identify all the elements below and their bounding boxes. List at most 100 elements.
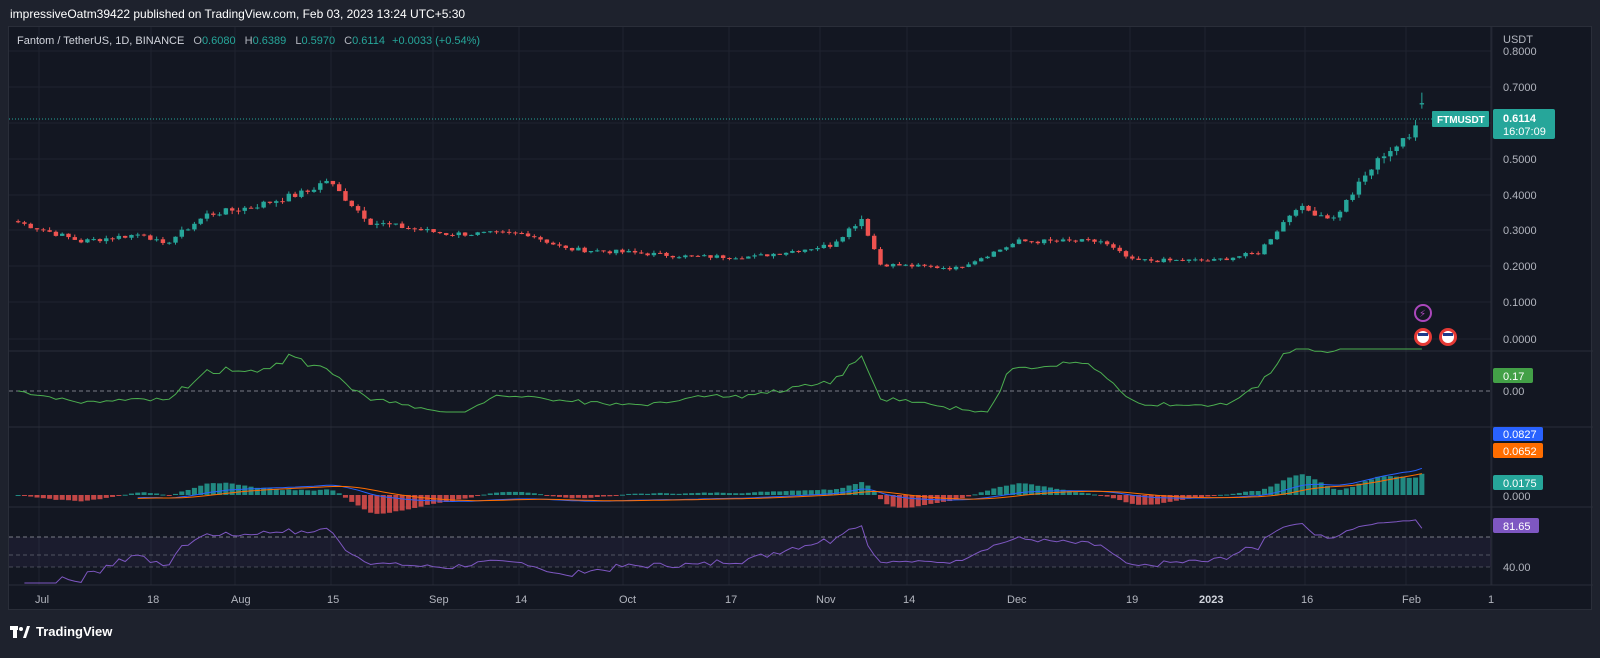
candle-body: [1111, 244, 1116, 248]
close-label: C: [344, 35, 353, 47]
macd-histogram-bar: [84, 495, 90, 501]
candle-body: [368, 218, 373, 225]
macd-histogram-bar: [770, 491, 777, 495]
close-value: 0.6114: [352, 35, 385, 47]
event-icons[interactable]: ⚡: [1414, 304, 1457, 346]
macd-histogram-bar: [191, 487, 197, 495]
macd-histogram-bar: [1016, 483, 1022, 495]
chart-area[interactable]: USDT 0.8000 0.7000 0.5000 0.4000 0.3000 …: [8, 26, 1593, 611]
macd-histogram-bar: [1287, 477, 1293, 495]
candle-body: [34, 228, 40, 230]
macd-histogram-bar: [890, 495, 896, 507]
candle-body: [1180, 259, 1185, 261]
macd-histogram-bar: [796, 490, 802, 495]
candle-body: [991, 251, 997, 257]
candle-body: [783, 252, 789, 255]
candle-body: [185, 229, 191, 231]
time-axis[interactable]: Jul 18 Aug 15 Sep 14 Oct 17 Nov 14 Dec 1…: [35, 594, 1494, 606]
macd-histogram-bar: [1117, 495, 1123, 501]
macd-histogram-bar: [1066, 490, 1072, 495]
symbol-tag: FTMUSDT: [1437, 115, 1485, 126]
macd-histogram-bar: [808, 490, 814, 495]
candle-body: [399, 223, 405, 228]
macd-histogram-bar: [399, 495, 405, 511]
candle-body: [179, 229, 185, 237]
candle-body: [135, 234, 140, 236]
macd-histogram-bar: [298, 489, 304, 495]
candle-body: [607, 251, 613, 254]
macd-histogram-bar: [651, 493, 657, 495]
candle-body: [1186, 259, 1192, 261]
candle-body: [41, 229, 46, 231]
candle-body: [916, 264, 921, 267]
macd-histogram-bar: [261, 487, 267, 495]
macd-histogram-bar: [991, 488, 997, 495]
macd-histogram-bar: [1236, 492, 1242, 495]
macd-histogram-bar: [525, 492, 531, 495]
time-label: Feb: [1402, 594, 1421, 606]
candle-body: [462, 232, 468, 236]
lightning-icon[interactable]: [1414, 304, 1432, 322]
macd-histogram-bar: [1387, 476, 1393, 495]
macd-histogram-bar: [1306, 475, 1312, 495]
footer-brand: TradingView: [36, 624, 113, 639]
candle-body: [550, 242, 556, 245]
us-flag-inner: [1442, 331, 1454, 343]
candle-body: [796, 250, 801, 252]
macd-histogram-bar: [147, 493, 153, 495]
candle-body: [758, 254, 764, 256]
candle-body: [1249, 253, 1255, 255]
candle-body: [613, 249, 619, 254]
candle-body: [777, 253, 783, 255]
candle-body: [683, 255, 688, 258]
macd-histogram-bar: [959, 495, 965, 499]
macd-histogram-bar: [512, 491, 518, 495]
macd-histogram-bar: [1199, 495, 1205, 498]
candle-body: [255, 207, 260, 209]
tradingview-logo[interactable]: TradingView: [10, 624, 112, 639]
macd-histogram-bar: [519, 491, 525, 495]
macd-histogram-bar: [273, 489, 279, 495]
macd-histogram-bar: [714, 492, 720, 495]
macd-histogram-bar: [903, 495, 909, 508]
macd-histogram-bar: [865, 485, 871, 495]
macd-histogram-bar: [217, 483, 223, 495]
time-label: Jul: [35, 594, 49, 606]
open-value: 0.6080: [201, 35, 236, 47]
candle-body: [167, 242, 172, 244]
macd-histogram-bar: [840, 487, 846, 495]
price-tag-value: 0.6114: [1503, 113, 1537, 125]
candle-body: [53, 231, 59, 236]
candle-body: [538, 237, 543, 240]
candle-body: [211, 213, 216, 215]
candle-body: [286, 193, 292, 202]
time-label: 19: [1126, 594, 1138, 606]
price-axis[interactable]: USDT 0.8000 0.7000 0.5000 0.4000 0.3000 …: [1503, 34, 1537, 346]
hist-tag: 0.0175: [1503, 478, 1537, 490]
published-text: impressiveOatm39422 published on Trading…: [10, 7, 466, 21]
candle-body: [1281, 222, 1286, 232]
macd-histogram-bar: [462, 495, 468, 499]
candle-body: [645, 253, 650, 256]
macd-histogram-bar: [821, 489, 827, 495]
macd-histogram-bar: [1211, 495, 1217, 496]
candle-body: [217, 214, 222, 216]
macd-histogram-bar: [34, 495, 40, 498]
candle-body: [1350, 194, 1355, 200]
chart-canvas[interactable]: USDT 0.8000 0.7000 0.5000 0.4000 0.3000 …: [9, 27, 1593, 611]
macd-histogram-bar: [676, 493, 682, 495]
macd-histogram-bar: [695, 492, 701, 495]
macd-histogram-bar: [317, 489, 323, 495]
candle-body: [708, 255, 713, 258]
macd-histogram-bar: [953, 495, 959, 500]
candle-body: [1362, 175, 1368, 182]
candle-body: [1199, 259, 1204, 261]
candle-body: [632, 250, 638, 253]
candle-body: [1293, 210, 1299, 216]
candle-body: [160, 239, 166, 244]
candle-body: [1148, 259, 1154, 261]
candle-body: [620, 249, 625, 253]
candle-body: [519, 233, 524, 235]
candle-body: [129, 234, 134, 238]
macd-histogram-bar: [204, 483, 210, 495]
